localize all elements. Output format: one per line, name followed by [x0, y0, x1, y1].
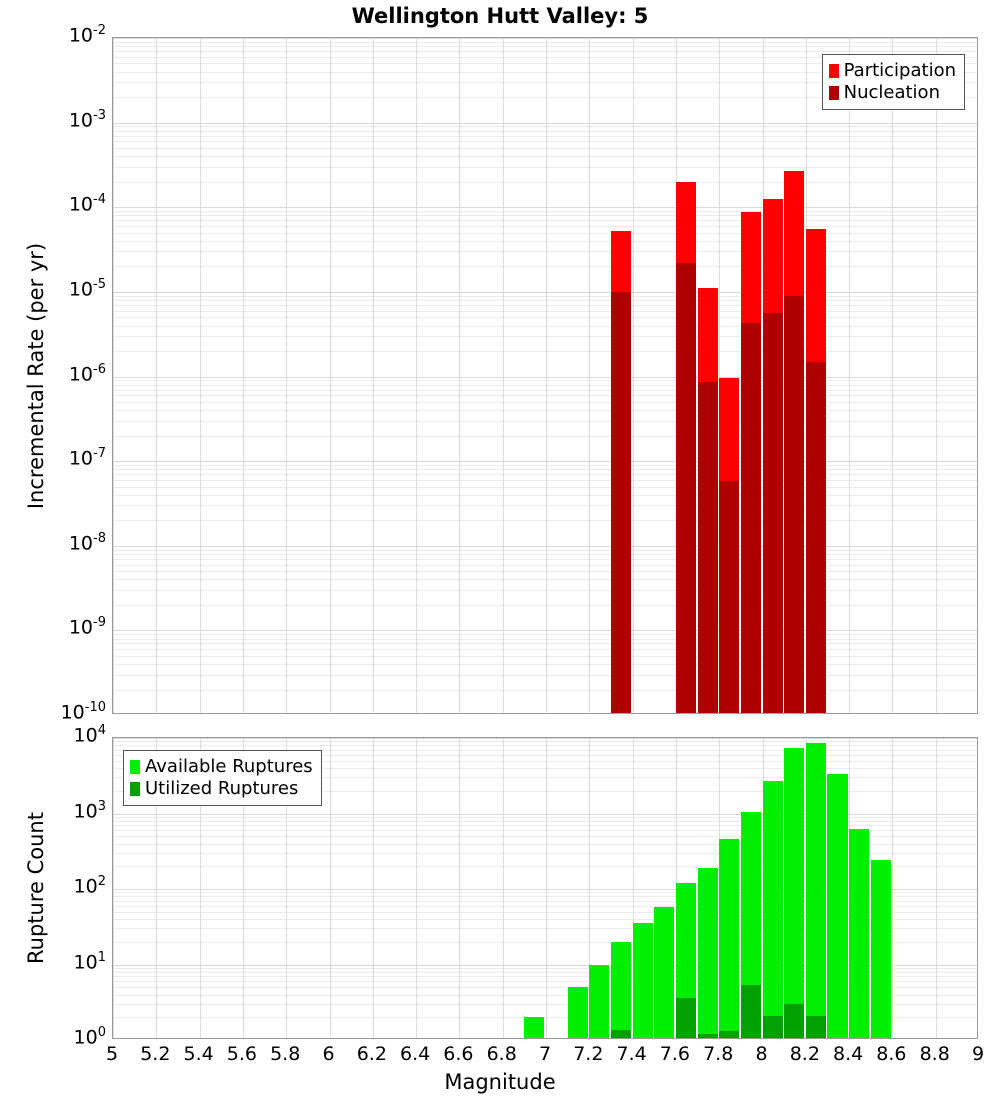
- x-tick-label: 7.8: [703, 1043, 734, 1065]
- bar-inner-segment: [697, 1034, 718, 1038]
- bar-inner-segment: [740, 985, 761, 1038]
- x-tick-label: 7.2: [573, 1043, 604, 1065]
- y-tick-label: 10-5: [68, 276, 106, 301]
- bar: [805, 228, 826, 713]
- bar: [762, 199, 783, 713]
- legend-swatch-icon: [828, 63, 839, 78]
- legend-item: Utilized Ruptures: [130, 778, 313, 800]
- bottom-bars: [113, 738, 977, 1038]
- page-title: Wellington Hutt Valley: 5: [351, 4, 649, 28]
- x-tick-label: 8: [755, 1043, 768, 1065]
- y-tick-label: 100: [73, 1025, 106, 1049]
- bar: [805, 742, 826, 1038]
- bar: [719, 838, 740, 1038]
- x-tick-label: 9: [971, 1043, 985, 1065]
- x-tick-label: 6.8: [486, 1043, 517, 1065]
- legend-swatch-icon: [130, 759, 140, 774]
- y-tick-label: 10-10: [60, 700, 106, 724]
- bar-inner-segment: [675, 262, 697, 713]
- bar-inner-segment: [784, 295, 805, 713]
- x-tick-label: 6.4: [399, 1043, 431, 1065]
- top-bars: [113, 38, 977, 713]
- x-tick-label: 5.8: [270, 1043, 301, 1065]
- legend-item: Available Ruptures: [130, 756, 313, 778]
- bar-inner-segment: [805, 1015, 826, 1038]
- y-tick-label: 101: [73, 949, 106, 973]
- bar: [610, 941, 632, 1038]
- bar-inner-segment: [675, 997, 697, 1038]
- bar: [827, 774, 848, 1038]
- x-tick-label: 5.4: [183, 1043, 214, 1065]
- bar: [632, 923, 653, 1038]
- bar: [675, 883, 697, 1038]
- bar-inner-segment: [719, 1031, 740, 1038]
- legend-label: Available Ruptures: [145, 756, 313, 777]
- bar: [740, 811, 761, 1038]
- bar-inner-segment: [762, 1015, 783, 1038]
- bar-inner-segment: [719, 481, 740, 713]
- x-tick-label: 8.2: [789, 1043, 820, 1065]
- bottom-y-tick-labels: 104 103 102 101 100: [0, 0, 106, 1100]
- y-tick-label: 10-3: [68, 107, 106, 131]
- bar: [849, 829, 870, 1038]
- bar: [589, 964, 610, 1038]
- bar: [784, 748, 805, 1038]
- bar: [610, 231, 632, 713]
- bar-inner-segment: [762, 313, 783, 713]
- legend-item: Nucleation: [828, 81, 956, 104]
- y-tick-label: 10-6: [68, 361, 106, 385]
- x-tick-label: 6.2: [356, 1043, 387, 1065]
- x-tick-label: 5.2: [140, 1043, 171, 1065]
- bar-inner-segment: [740, 322, 761, 713]
- y-tick-label: 102: [73, 874, 106, 898]
- bar: [654, 906, 675, 1038]
- bar-inner-segment: [805, 361, 826, 713]
- x-tick-label: 7.4: [616, 1043, 647, 1065]
- y-tick-label: 10-4: [68, 192, 106, 216]
- y-tick-label: 103: [73, 798, 106, 822]
- bar: [784, 170, 805, 713]
- top-y-tick-labels: 10-2 10-3 10-4 10-5 10-6 10-7 10-8 10-9 10-10: [0, 0, 106, 1100]
- y-tick-label: 10-2: [68, 23, 106, 47]
- y-tick-label: 10-8: [68, 530, 106, 555]
- legend-label: Nucleation: [843, 81, 940, 103]
- x-tick-label: 8.8: [919, 1043, 950, 1065]
- bar-inner-segment: [784, 1003, 805, 1038]
- bottom-legend: Available Ruptures Utilized Ruptures: [123, 750, 322, 806]
- bar-inner-segment: [610, 291, 632, 713]
- bar: [762, 780, 783, 1038]
- x-tick-label: 7.6: [659, 1043, 690, 1065]
- bar: [719, 378, 740, 713]
- x-tick-label: 8.6: [876, 1043, 907, 1065]
- bar: [697, 288, 718, 713]
- bar: [697, 867, 718, 1038]
- bar-inner-segment: [610, 1030, 632, 1038]
- legend-label: Participation: [843, 60, 956, 81]
- x-axis-label: Magnitude: [444, 1070, 556, 1094]
- x-tick-label: 5.6: [226, 1043, 257, 1065]
- y-tick-label: 104: [73, 723, 106, 747]
- bar-inner-segment: [697, 382, 718, 713]
- x-tick-label: 6: [322, 1043, 335, 1065]
- y-tick-label: 10-7: [68, 446, 106, 470]
- rupture-count-plot: Available Ruptures Utilized Ruptures: [112, 737, 978, 1039]
- bar: [675, 181, 697, 713]
- x-tick-label: 8.4: [832, 1043, 864, 1065]
- bar: [740, 212, 761, 713]
- incremental-rate-plot: Participation Nucleation: [112, 37, 978, 714]
- top-legend: Participation Nucleation: [821, 54, 965, 110]
- legend-label: Utilized Ruptures: [145, 777, 299, 799]
- y-tick-label: 10-9: [68, 615, 106, 639]
- bar: [870, 860, 891, 1038]
- bar: [524, 1017, 545, 1038]
- legend-swatch-icon: [828, 85, 839, 100]
- bar: [567, 987, 588, 1038]
- x-tick-label: 6.6: [443, 1043, 474, 1065]
- legend-item: Participation: [828, 60, 956, 82]
- x-tick-label: 7: [538, 1043, 552, 1065]
- x-tick-label: 5: [105, 1043, 119, 1065]
- legend-swatch-icon: [130, 781, 140, 796]
